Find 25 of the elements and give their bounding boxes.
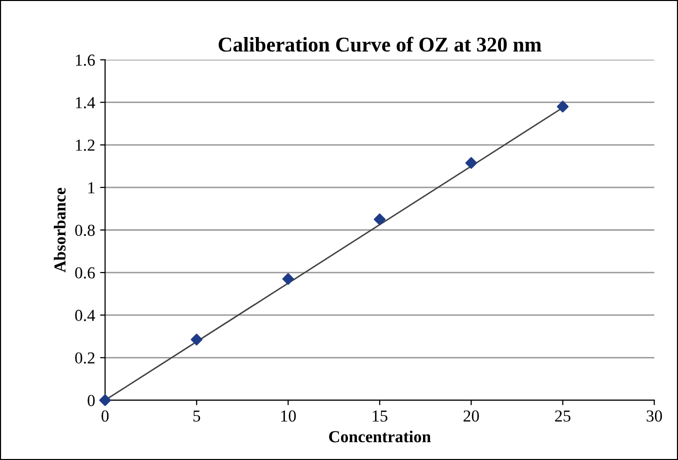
x-tick-label: 0 (102, 410, 109, 422)
chart-title: Caliberation Curve of OZ at 320 nm (218, 36, 542, 52)
point (465, 157, 478, 169)
y-tick-label: 0.6 (75, 267, 95, 279)
point (190, 334, 203, 346)
y-tick-label: 0.4 (75, 310, 96, 322)
y-tick-label: 0.2 (75, 352, 94, 364)
x-tick-label: 25 (555, 410, 570, 422)
point (374, 213, 386, 226)
x-tick-label: 15 (372, 410, 388, 422)
x-axis-title: Concentration (329, 430, 431, 442)
y-axis-title: Absorbance (54, 188, 66, 272)
y-tick-label: 0 (88, 394, 95, 406)
point (282, 273, 294, 285)
y-tick-label: 1.6 (76, 54, 95, 66)
x-tick-label: 30 (646, 410, 662, 422)
y-tick-label: 1.4 (76, 97, 96, 108)
y-tick-label: 1.2 (76, 140, 94, 151)
y-tick-label: 0.8 (75, 224, 95, 236)
y-tick-label: 1 (88, 182, 94, 194)
x-tick-label: 5 (193, 410, 200, 422)
x-tick-label: 20 (464, 410, 479, 422)
point (99, 394, 111, 406)
x-tick-label: 10 (281, 410, 296, 422)
point (556, 100, 569, 112)
